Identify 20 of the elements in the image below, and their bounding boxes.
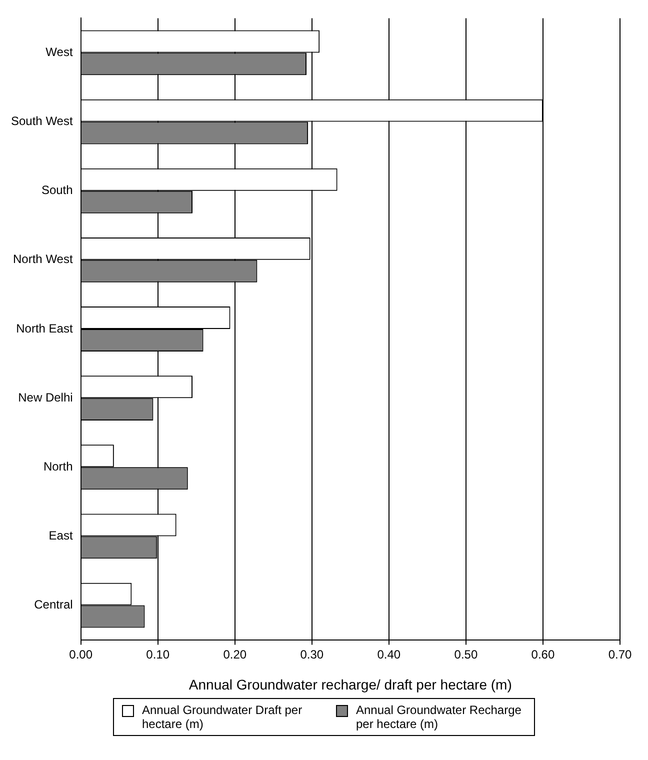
x-tick-label: 0.70	[608, 647, 632, 662]
x-tick-label: 0.40	[377, 647, 401, 662]
y-tick-label: South	[41, 183, 73, 198]
y-tick-label: New Delhi	[18, 390, 73, 404]
x-tick-label: 0.20	[223, 647, 247, 662]
y-tick-label: South West	[11, 114, 74, 128]
y-tick-label: North	[43, 459, 73, 474]
y-tick-label: North West	[13, 252, 74, 266]
legend-label: Annual Groundwater Recharge per hectare (m)	[356, 703, 522, 731]
y-tick-label: Central	[34, 598, 73, 612]
x-tick-label: 0.50	[454, 647, 478, 662]
x-axis-title: Annual Groundwater recharge/ draft per hectare (m)	[188, 676, 512, 692]
y-tick-label: West	[46, 45, 74, 60]
x-tick-label: 0.10	[146, 647, 170, 662]
x-tick-label: 0.00	[69, 647, 93, 662]
x-tick-label: 0.60	[531, 647, 555, 662]
text: Annual Groundwater Draft per hectare (m)	[142, 703, 304, 731]
y-tick-label: North East	[16, 321, 74, 336]
y-tick-label: East	[48, 528, 74, 543]
x-tick-label: 0.30	[300, 647, 324, 662]
